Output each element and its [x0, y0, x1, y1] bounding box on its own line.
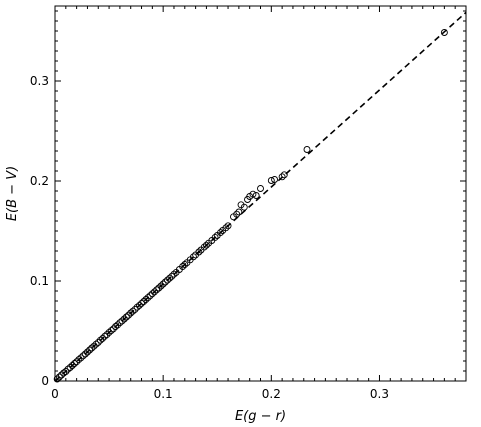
data-point	[233, 210, 241, 218]
data-point	[151, 288, 158, 296]
x-tick-label: 0.3	[370, 387, 389, 401]
data-point	[271, 176, 279, 183]
data-point	[105, 328, 113, 336]
data-point	[73, 358, 81, 366]
data-point	[99, 334, 107, 342]
data-point	[159, 280, 167, 288]
data-points	[53, 29, 448, 383]
data-point	[252, 192, 260, 199]
data-point	[81, 350, 89, 358]
data-point	[189, 253, 197, 261]
data-point	[122, 313, 130, 321]
data-point	[164, 276, 171, 284]
y-axis-label: E(B − V)	[5, 166, 20, 221]
data-point	[75, 356, 83, 364]
data-point	[103, 331, 111, 339]
y-tick-label: 0.2	[30, 174, 49, 188]
data-point	[133, 303, 141, 311]
data-point	[166, 274, 174, 282]
data-point	[101, 332, 109, 340]
data-point	[280, 171, 288, 179]
data-point	[88, 344, 96, 352]
data-point	[71, 360, 78, 367]
data-point	[53, 375, 61, 383]
data-point	[303, 146, 311, 153]
data-point	[161, 278, 169, 286]
data-point	[129, 307, 137, 315]
y-axis-ticks: 0 0.1 0.2 0.3	[30, 74, 49, 388]
data-point	[144, 294, 152, 302]
data-point	[90, 342, 98, 350]
x-axis-label: E(g − r)	[235, 409, 286, 424]
fit-line-layer	[54, 11, 467, 382]
plot-frame	[54, 5, 467, 382]
data-point	[155, 284, 163, 292]
data-point	[125, 311, 132, 319]
data-point	[202, 241, 210, 249]
data-point	[58, 371, 65, 379]
x-axis-ticks: 0 0.1 0.2 0.3	[51, 387, 389, 401]
data-point	[222, 224, 230, 232]
data-point	[114, 321, 122, 329]
data-point	[148, 290, 156, 298]
data-point	[211, 233, 219, 241]
data-point	[181, 261, 189, 268]
data-point	[96, 336, 104, 344]
data-point	[157, 282, 165, 290]
y-tick-label: 0	[41, 374, 49, 388]
data-point	[217, 229, 224, 237]
data-point	[92, 340, 100, 348]
data-point	[94, 338, 102, 346]
data-point	[179, 263, 187, 270]
data-point	[120, 315, 128, 323]
data-point	[66, 364, 74, 371]
data-point	[224, 222, 232, 230]
data-point	[168, 272, 176, 280]
data-point	[249, 190, 257, 198]
data-point	[64, 365, 72, 373]
data-point	[138, 299, 145, 307]
data-point	[146, 292, 154, 300]
data-point	[68, 362, 76, 369]
data-point	[60, 369, 68, 377]
data-point	[83, 348, 91, 356]
y-tick-label: 0.1	[30, 274, 49, 288]
data-point	[140, 298, 148, 305]
data-point	[127, 309, 135, 317]
data-point	[109, 325, 117, 333]
fit-line	[54, 11, 467, 382]
x-tick-label: 0.1	[154, 387, 173, 401]
data-point	[79, 352, 87, 360]
data-point	[112, 323, 120, 330]
data-point	[257, 185, 264, 192]
x-tick-label: 0.2	[262, 387, 281, 401]
data-point	[153, 286, 161, 294]
x-tick-label: 0	[51, 387, 59, 401]
data-point	[240, 203, 248, 211]
data-point	[77, 354, 85, 362]
data-point	[118, 317, 126, 325]
data-point	[440, 29, 448, 36]
data-point	[267, 177, 275, 184]
data-point	[107, 327, 115, 335]
data-point	[55, 373, 63, 381]
data-point	[235, 208, 243, 216]
data-point	[170, 270, 178, 278]
data-point	[62, 368, 70, 375]
data-point	[86, 346, 94, 354]
data-point	[131, 305, 139, 313]
data-point	[200, 243, 208, 251]
data-point	[278, 173, 286, 181]
data-point	[195, 248, 203, 256]
data-point	[116, 319, 124, 327]
y-tick-label: 0.3	[30, 74, 49, 88]
data-point	[142, 296, 150, 303]
data-point	[135, 301, 143, 309]
